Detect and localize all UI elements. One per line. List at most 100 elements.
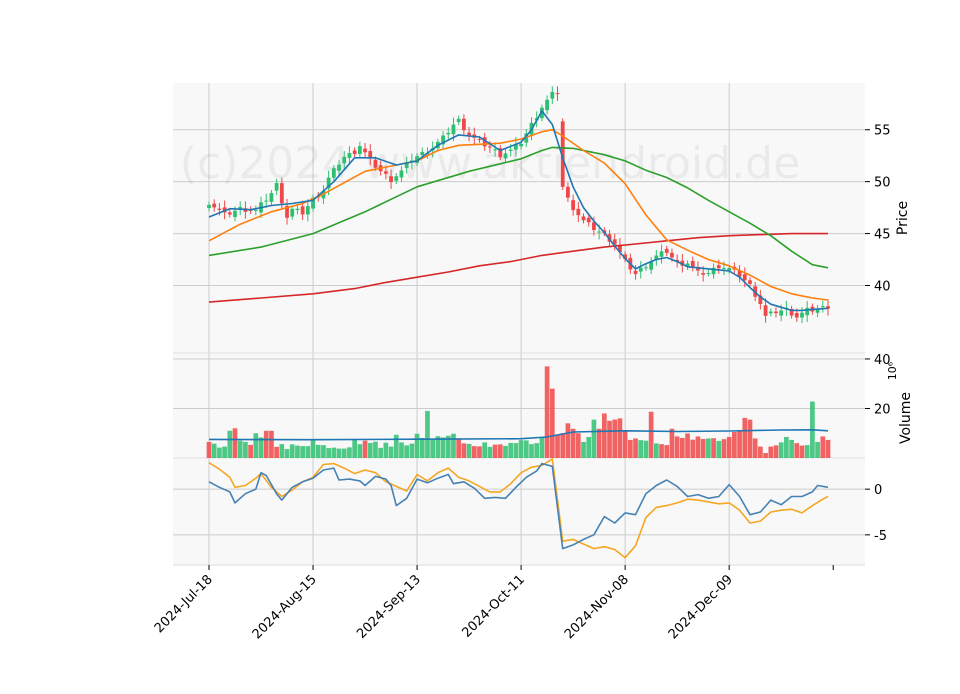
volume-bar bbox=[492, 444, 498, 458]
volume-bar bbox=[591, 419, 597, 458]
candle-body bbox=[487, 146, 492, 148]
candle-body bbox=[768, 311, 773, 314]
candle-body bbox=[680, 260, 685, 266]
candle-body bbox=[779, 310, 784, 316]
volume-bar bbox=[362, 440, 368, 458]
candle-body bbox=[498, 148, 503, 158]
candle-body bbox=[451, 124, 456, 135]
volume-bar bbox=[425, 410, 430, 458]
candle-body bbox=[638, 267, 643, 272]
volume-bar bbox=[456, 438, 462, 458]
volume-bar bbox=[820, 436, 826, 458]
candle-body bbox=[253, 209, 258, 211]
candle-body bbox=[618, 244, 622, 252]
volume-bar bbox=[305, 446, 311, 458]
candle-body bbox=[441, 135, 445, 145]
volume-bar bbox=[549, 388, 555, 458]
price-tick-label: 50 bbox=[874, 176, 891, 191]
volume-bar bbox=[435, 436, 441, 458]
candle-body bbox=[789, 308, 794, 316]
candle-body bbox=[742, 274, 747, 281]
volume-bar bbox=[763, 453, 768, 458]
volume-bar bbox=[451, 433, 456, 458]
candle-body bbox=[758, 295, 763, 304]
volume-bar bbox=[768, 446, 774, 458]
sma-long-line bbox=[208, 232, 828, 303]
candle-body bbox=[467, 132, 471, 136]
volume-bar bbox=[232, 428, 238, 458]
volume-bar bbox=[523, 440, 529, 458]
ema-mid-line bbox=[208, 128, 829, 301]
volume-bar bbox=[367, 442, 373, 458]
candle-body bbox=[711, 267, 716, 275]
candle-body bbox=[763, 305, 768, 316]
candle-body bbox=[513, 143, 518, 150]
candle-body bbox=[373, 159, 378, 168]
volume-bar bbox=[388, 446, 394, 458]
macd-line bbox=[208, 462, 829, 550]
volume-bar bbox=[747, 419, 753, 458]
volume-bar bbox=[690, 439, 696, 458]
candle-body bbox=[654, 255, 659, 261]
price-tick-label: 45 bbox=[874, 228, 891, 243]
candle-body bbox=[389, 176, 393, 183]
volume-scale-label: 10⁶ bbox=[886, 361, 899, 380]
volume-tick-label: 40 bbox=[874, 353, 891, 368]
candle-body bbox=[305, 206, 310, 215]
candle-body bbox=[238, 206, 243, 210]
volume-bar bbox=[310, 439, 316, 458]
candle-body bbox=[597, 231, 602, 233]
candle-body bbox=[706, 273, 711, 275]
volume-bar bbox=[393, 434, 399, 458]
candle-body bbox=[748, 280, 752, 284]
volume-bar bbox=[471, 446, 477, 458]
x-tick-label: 2024-Oct-11 bbox=[459, 572, 527, 640]
macd-tick-label: -5 bbox=[874, 529, 887, 544]
candle-body bbox=[503, 153, 508, 159]
candle-body bbox=[269, 193, 274, 202]
volume-bar bbox=[653, 443, 659, 458]
candle-body bbox=[592, 222, 596, 231]
volume-bar bbox=[752, 438, 758, 458]
volume-axis-label: Volume bbox=[898, 392, 914, 444]
volume-bar bbox=[248, 444, 253, 458]
candle-body bbox=[800, 312, 804, 318]
candle-body bbox=[519, 143, 524, 147]
candle-body bbox=[446, 132, 451, 135]
candle-body bbox=[690, 260, 695, 268]
volume-bar bbox=[799, 445, 805, 458]
volume-bar bbox=[638, 440, 644, 458]
volume-bar bbox=[357, 444, 363, 458]
candle-body bbox=[399, 170, 404, 178]
volume-bar bbox=[612, 419, 618, 458]
volume-bar bbox=[721, 439, 727, 458]
x-tick-label: 2024-Dec-09 bbox=[666, 572, 736, 642]
volume-bar bbox=[503, 445, 508, 458]
volume-bar bbox=[664, 445, 670, 458]
volume-bar bbox=[601, 413, 607, 458]
volume-bar bbox=[825, 439, 831, 458]
macd-tick-label: 0 bbox=[874, 483, 882, 498]
volume-bar bbox=[529, 444, 534, 458]
candle-body bbox=[233, 210, 237, 217]
volume-bar bbox=[440, 437, 446, 458]
volume-bar bbox=[633, 438, 638, 458]
candle-body bbox=[352, 150, 357, 155]
volume-bar bbox=[784, 436, 789, 458]
volume-bar bbox=[555, 434, 560, 458]
volume-bar bbox=[596, 428, 602, 458]
indicator-lines bbox=[208, 110, 829, 559]
volume-bar bbox=[778, 442, 784, 458]
candle-body bbox=[560, 121, 565, 187]
candle-body bbox=[664, 248, 669, 253]
candle-body bbox=[217, 208, 222, 210]
candle-body bbox=[633, 270, 638, 275]
volume-bar bbox=[648, 411, 654, 458]
volume-bar bbox=[789, 439, 794, 458]
candle-body bbox=[576, 208, 581, 216]
candle-body bbox=[794, 313, 799, 318]
candle-body bbox=[285, 205, 289, 218]
volume-bar bbox=[430, 439, 436, 458]
candle-body bbox=[545, 99, 550, 111]
